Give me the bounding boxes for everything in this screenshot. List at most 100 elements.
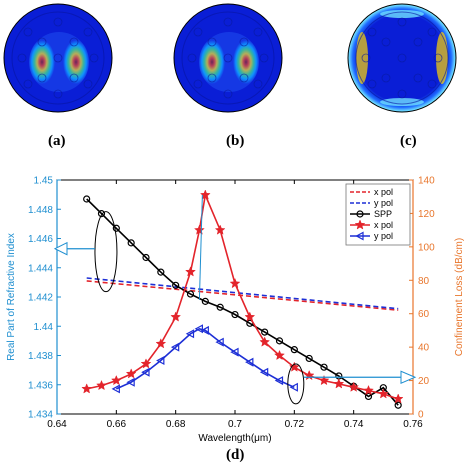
y-left-axis-label: Real Part of Refractive Index xyxy=(6,233,17,361)
fiber-outline xyxy=(347,3,457,113)
data-point xyxy=(230,347,239,357)
series-y-pol-right xyxy=(111,324,298,394)
x-tick-label: 0.7 xyxy=(228,419,242,430)
legend-item: x pol xyxy=(350,219,393,230)
data-point xyxy=(186,290,195,298)
y-right-tick-label: 40 xyxy=(418,343,430,354)
data-point xyxy=(97,210,106,218)
y-left-tick-label: 1.436 xyxy=(28,380,53,391)
fiber-outline xyxy=(3,3,113,113)
legend-label: SPP xyxy=(374,209,392,219)
air-hole xyxy=(207,37,217,47)
panel-label-c: (c) xyxy=(400,133,417,149)
data-point xyxy=(364,392,373,401)
cladding-ring xyxy=(181,11,275,105)
cladding-ring xyxy=(11,11,105,105)
data-point xyxy=(289,382,298,392)
data-point xyxy=(318,374,330,386)
mode-field-c-svg xyxy=(347,3,457,113)
data-point xyxy=(305,354,313,363)
data-point xyxy=(200,325,209,335)
air-hole xyxy=(69,37,79,47)
data-point xyxy=(259,336,271,347)
field-lobe-left xyxy=(199,40,225,84)
data-point xyxy=(244,311,256,322)
air-hole xyxy=(187,53,197,63)
data-point xyxy=(288,361,300,372)
data-point xyxy=(110,374,122,386)
data-point xyxy=(229,277,241,289)
y-right-tick-label: 80 xyxy=(418,276,430,287)
air-hole xyxy=(223,53,233,63)
air-hole xyxy=(193,27,203,37)
data-point xyxy=(193,224,205,235)
air-hole xyxy=(193,79,203,89)
y-right-tick-label: 60 xyxy=(418,309,430,320)
fiber-outline xyxy=(173,3,283,113)
y-left-tick-label: 1.45 xyxy=(34,176,54,187)
air-hole xyxy=(223,89,233,99)
air-hole xyxy=(367,27,377,37)
data-point xyxy=(231,310,239,319)
air-hole xyxy=(259,53,269,63)
mode-background xyxy=(4,4,112,112)
data-point xyxy=(320,363,328,371)
data-point xyxy=(142,253,150,262)
data-point xyxy=(185,329,195,339)
data-point xyxy=(156,356,165,366)
data-point xyxy=(290,346,298,354)
annotation-ellipse-right xyxy=(287,363,305,405)
air-hole xyxy=(223,17,233,27)
air-hole xyxy=(427,27,437,37)
y-left-tick-label: 1.448 xyxy=(28,205,53,216)
cladding-ring xyxy=(355,11,449,105)
series-x-pol-left xyxy=(86,280,399,311)
y-right-tick-label: 100 xyxy=(418,242,435,253)
y-left-tick-label: 1.442 xyxy=(28,293,53,304)
data-point xyxy=(155,338,167,349)
air-hole xyxy=(17,53,27,63)
y-left-tick-label: 1.434 xyxy=(28,410,53,421)
mode-background xyxy=(174,4,282,112)
mode-field-b-svg xyxy=(173,3,283,113)
mode-background xyxy=(348,4,456,112)
x-axis-label: Wavelength(μm) xyxy=(198,433,271,444)
data-point xyxy=(214,224,226,235)
mode-field-image-b xyxy=(172,2,284,114)
air-hole xyxy=(381,37,391,47)
peak-marker-line xyxy=(198,195,203,300)
data-point xyxy=(185,266,196,277)
data-point xyxy=(245,357,254,367)
data-point xyxy=(140,358,152,369)
y-left-tick-label: 1.438 xyxy=(28,351,53,362)
field-lobe-right xyxy=(63,40,89,84)
air-hole xyxy=(53,53,63,63)
air-hole xyxy=(381,73,391,83)
data-point xyxy=(157,268,165,276)
legend-item: y pol xyxy=(350,198,393,208)
y-right-axis-label: Confinement Loss (dB/cm) xyxy=(454,238,465,356)
panel-label-a: (a) xyxy=(48,133,66,149)
data-point xyxy=(274,349,285,361)
series-x-pol-right xyxy=(81,189,404,404)
legend-marker xyxy=(355,231,364,241)
air-hole xyxy=(69,73,79,83)
data-point xyxy=(170,311,182,322)
air-hole xyxy=(53,17,63,27)
data-point xyxy=(126,377,135,387)
air-hole xyxy=(23,79,33,89)
x-tick-label: 0.72 xyxy=(285,419,305,430)
edge-field-top xyxy=(380,10,424,18)
data-point xyxy=(170,342,180,352)
air-hole xyxy=(37,73,47,83)
data-point xyxy=(333,378,345,389)
panel-label-b: (b) xyxy=(226,133,245,149)
legend-label: x pol xyxy=(374,220,393,230)
data-point xyxy=(194,324,203,334)
refractive-index-loss-chart: 0.64 0.66 0.68 0.7 0.72 0.74 0.76 1.434 1.436 1.4… xyxy=(6,176,465,445)
legend-label: y pol xyxy=(374,198,393,208)
air-hole xyxy=(427,79,437,89)
y-right-tick-label: 20 xyxy=(418,376,430,387)
data-point xyxy=(215,337,224,347)
